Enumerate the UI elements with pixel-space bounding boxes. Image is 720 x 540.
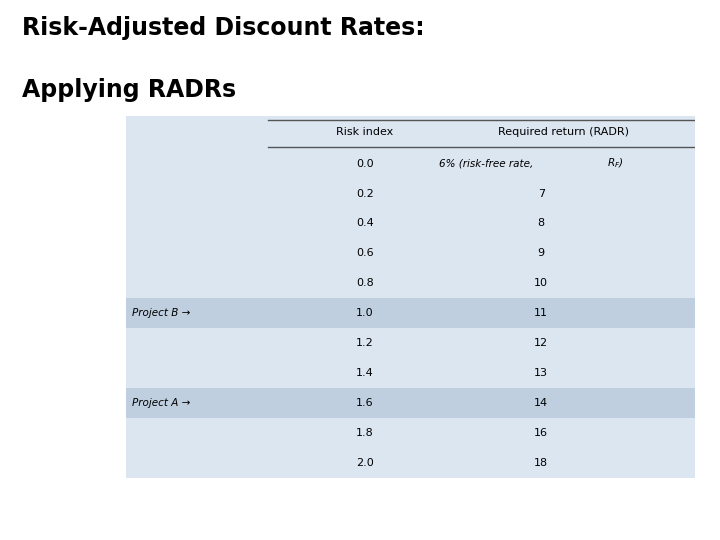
Text: Project A →: Project A → (132, 398, 190, 408)
Text: 11-61: 11-61 (679, 515, 709, 525)
Text: Required return (RADR): Required return (RADR) (498, 127, 629, 137)
Text: 1.6: 1.6 (356, 398, 374, 408)
Text: 14: 14 (534, 398, 549, 408)
Text: 1.2: 1.2 (356, 338, 374, 348)
Text: 6% (risk-free rate,: 6% (risk-free rate, (439, 159, 536, 168)
Text: Project B →: Project B → (132, 308, 190, 318)
Text: $R_F$): $R_F$) (607, 157, 624, 171)
Text: 12: 12 (534, 338, 549, 348)
Text: Risk-Adjusted Discount Rates:: Risk-Adjusted Discount Rates: (22, 16, 424, 40)
Text: 10: 10 (534, 278, 548, 288)
Text: 7: 7 (538, 188, 545, 199)
Text: 1.8: 1.8 (356, 428, 374, 438)
Text: 0.0: 0.0 (356, 159, 374, 168)
Text: 1.4: 1.4 (356, 368, 374, 378)
Text: 2.0: 2.0 (356, 458, 374, 468)
Text: Applying RADRs: Applying RADRs (22, 78, 235, 102)
Text: 0.2: 0.2 (356, 188, 374, 199)
Text: Risk index: Risk index (336, 127, 394, 137)
Bar (126, 298, 695, 328)
Text: 9: 9 (538, 248, 545, 259)
Text: 8: 8 (538, 219, 545, 228)
Text: 0.4: 0.4 (356, 219, 374, 228)
Text: Copyright ©2015 Pearson Education, Inc. All rights reserved.: Copyright ©2015 Pearson Education, Inc. … (11, 515, 330, 525)
Text: 0.8: 0.8 (356, 278, 374, 288)
Text: 18: 18 (534, 458, 549, 468)
Bar (126, 388, 695, 418)
Text: 16: 16 (534, 428, 548, 438)
Text: 0.6: 0.6 (356, 248, 374, 259)
Text: 1.0: 1.0 (356, 308, 374, 318)
Text: 11: 11 (534, 308, 548, 318)
Text: 13: 13 (534, 368, 548, 378)
